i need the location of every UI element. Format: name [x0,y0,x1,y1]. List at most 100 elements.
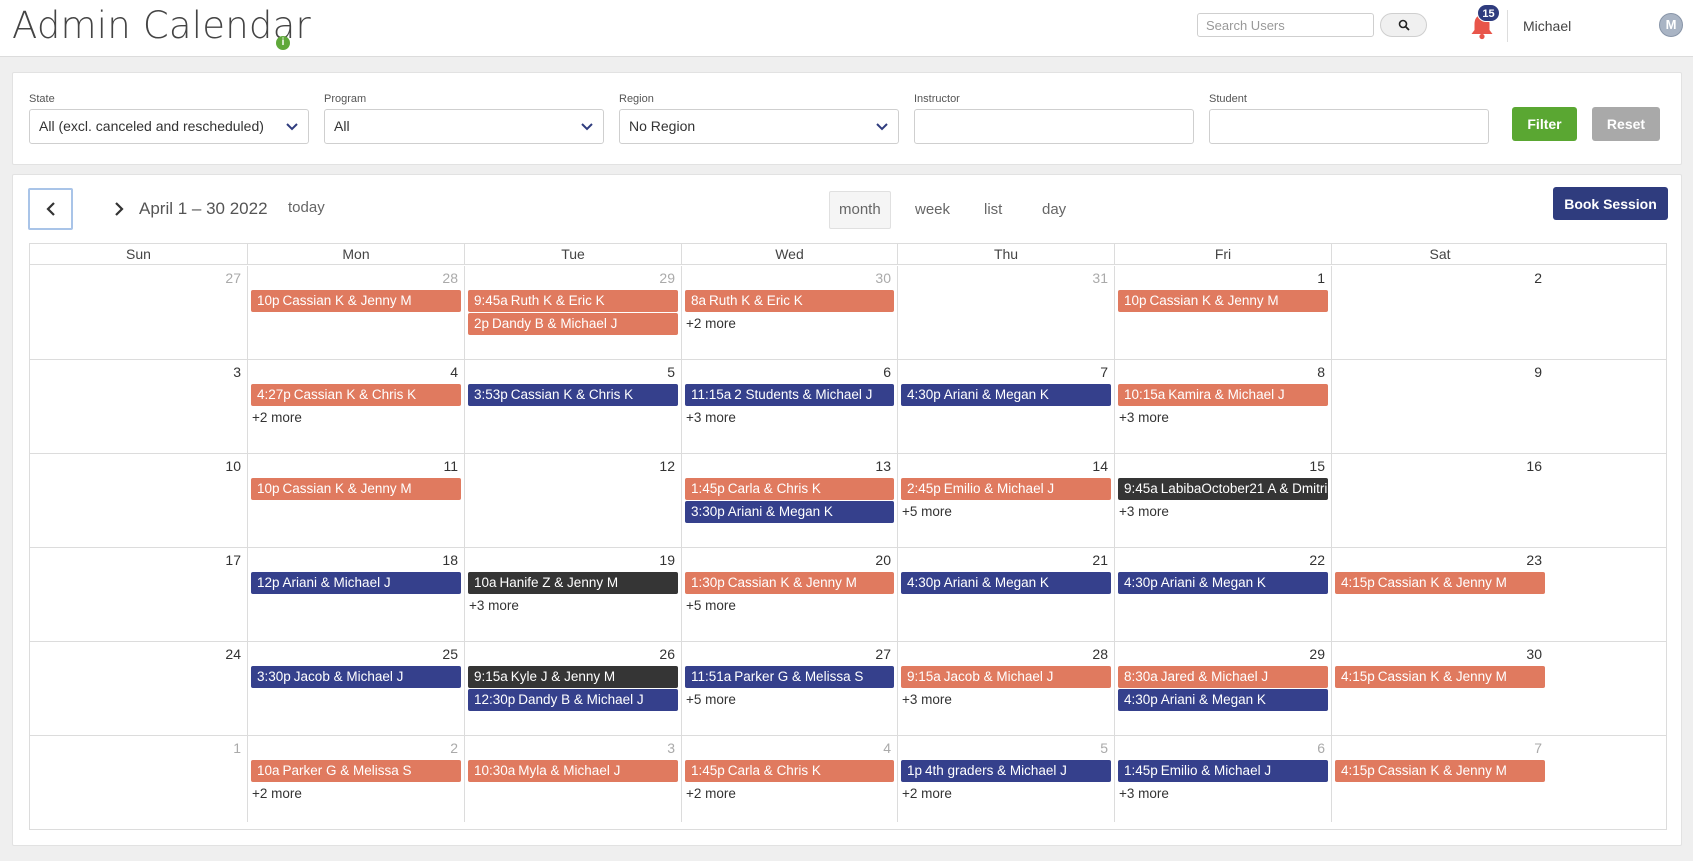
day-cell[interactable]: 14 2:45p Emilio & Michael J +5 more [897,454,1114,548]
more-events-link[interactable]: +5 more [902,504,952,519]
calendar-event[interactable]: 1p 4th graders & Michael J [901,760,1111,782]
day-cell[interactable]: 7 4:15p Cassian K & Jenny M [1331,736,1548,822]
region-select[interactable]: No Region [619,109,899,144]
calendar-event[interactable]: 1:45p Carla & Chris K [685,478,894,500]
calendar-event[interactable]: 4:15p Cassian K & Jenny M [1335,666,1545,688]
calendar-event[interactable]: 4:30p Ariani & Megan K [901,384,1111,406]
day-number[interactable]: 29 [659,270,675,286]
day-cell[interactable]: 2 10a Parker G & Melissa S +2 more [247,736,464,822]
day-number[interactable]: 20 [875,552,891,568]
search-users-input[interactable] [1197,13,1374,37]
day-number[interactable]: 27 [875,646,891,662]
day-cell[interactable]: 1 [30,736,247,822]
day-cell[interactable]: 29 8:30a Jared & Michael J 4:30p Ariani & Me… [1114,642,1331,736]
day-number[interactable]: 25 [442,646,458,662]
calendar-event[interactable]: 10p Cassian K & Jenny M [1118,290,1328,312]
day-number[interactable]: 3 [233,364,241,380]
calendar-event[interactable]: 10p Cassian K & Jenny M [251,478,461,500]
calendar-event[interactable]: 4:15p Cassian K & Jenny M [1335,760,1545,782]
calendar-event[interactable]: 2:45p Emilio & Michael J [901,478,1111,500]
more-events-link[interactable]: +3 more [686,410,736,425]
more-events-link[interactable]: +2 more [252,410,302,425]
view-month-button[interactable]: month [829,191,891,229]
day-cell[interactable]: 26 9:15a Kyle J & Jenny M 12:30p Dandy B & M… [464,642,681,736]
day-number[interactable]: 28 [442,270,458,286]
day-cell[interactable]: 25 3:30p Jacob & Michael J [247,642,464,736]
day-cell[interactable]: 8 10:15a Kamira & Michael J +3 more [1114,360,1331,454]
instructor-input[interactable] [914,109,1194,144]
day-number[interactable]: 7 [1534,740,1542,756]
day-cell[interactable]: 15 9:45a LabibaOctober21 A & Dmitri +3 more [1114,454,1331,548]
day-cell[interactable]: 3 [30,360,247,454]
calendar-event[interactable]: 10:15a Kamira & Michael J [1118,384,1328,406]
day-number[interactable]: 16 [1526,458,1542,474]
day-number[interactable]: 1 [233,740,241,756]
calendar-event[interactable]: 4:27p Cassian K & Chris K [251,384,461,406]
day-number[interactable]: 9 [1534,364,1542,380]
day-number[interactable]: 8 [1317,364,1325,380]
day-cell[interactable]: 28 9:15a Jacob & Michael J +3 more [897,642,1114,736]
calendar-event[interactable]: 8a Ruth K & Eric K [685,290,894,312]
day-cell[interactable]: 6 11:15a 2 Students & Michael J +3 more [681,360,897,454]
more-events-link[interactable]: +3 more [469,598,519,613]
day-number[interactable]: 10 [225,458,241,474]
info-icon[interactable]: i [276,36,290,50]
day-number[interactable]: 31 [1092,270,1108,286]
day-number[interactable]: 1 [1317,270,1325,286]
day-number[interactable]: 2 [450,740,458,756]
calendar-event[interactable]: 4:30p Ariani & Megan K [1118,572,1328,594]
book-session-button[interactable]: Book Session [1553,187,1668,220]
day-number[interactable]: 12 [659,458,675,474]
day-cell[interactable]: 29 9:45a Ruth K & Eric K 2p Dandy B & Michae… [464,266,681,360]
day-cell[interactable]: 4 4:27p Cassian K & Chris K +2 more [247,360,464,454]
view-day-button[interactable]: day [1042,201,1067,218]
day-number[interactable]: 22 [1309,552,1325,568]
day-cell[interactable]: 28 10p Cassian K & Jenny M [247,266,464,360]
today-button[interactable]: today [288,199,325,216]
calendar-event[interactable]: 3:30p Ariani & Megan K [685,501,894,523]
day-cell[interactable]: 10 [30,454,247,548]
day-number[interactable]: 14 [1092,458,1108,474]
day-number[interactable]: 5 [667,364,675,380]
day-cell[interactable]: 5 3:53p Cassian K & Chris K [464,360,681,454]
more-events-link[interactable]: +3 more [1119,504,1169,519]
user-name[interactable]: Michael [1523,18,1572,34]
more-events-link[interactable]: +3 more [902,692,952,707]
day-cell[interactable]: 3 10:30a Myla & Michael J [464,736,681,822]
day-number[interactable]: 26 [659,646,675,662]
prev-month-button[interactable] [28,188,73,230]
day-number[interactable]: 6 [1317,740,1325,756]
day-number[interactable]: 11 [443,458,458,474]
day-cell[interactable]: 22 4:30p Ariani & Megan K [1114,548,1331,642]
day-cell[interactable]: 17 [30,548,247,642]
calendar-event[interactable]: 11:15a 2 Students & Michael J [685,384,894,406]
day-number[interactable]: 17 [225,552,241,568]
calendar-event[interactable]: 4:15p Cassian K & Jenny M [1335,572,1545,594]
calendar-event[interactable]: 1:30p Cassian K & Jenny M [685,572,894,594]
calendar-event[interactable]: 9:45a LabibaOctober21 A & Dmitri [1118,478,1328,500]
calendar-event[interactable]: 10p Cassian K & Jenny M [251,290,461,312]
day-number[interactable]: 19 [659,552,675,568]
calendar-event[interactable]: 10a Hanife Z & Jenny M [468,572,678,594]
calendar-event[interactable]: 9:15a Jacob & Michael J [901,666,1111,688]
day-cell[interactable]: 30 4:15p Cassian K & Jenny M [1331,642,1548,736]
calendar-event[interactable]: 1:45p Emilio & Michael J [1118,760,1328,782]
day-number[interactable]: 15 [1309,458,1325,474]
more-events-link[interactable]: +2 more [686,316,736,331]
day-cell[interactable]: 9 [1331,360,1548,454]
more-events-link[interactable]: +3 more [1119,410,1169,425]
day-cell[interactable]: 21 4:30p Ariani & Megan K [897,548,1114,642]
day-cell[interactable]: 6 1:45p Emilio & Michael J +3 more [1114,736,1331,822]
search-button[interactable] [1380,13,1427,37]
more-events-link[interactable]: +3 more [1119,786,1169,801]
day-number[interactable]: 30 [875,270,891,286]
day-number[interactable]: 29 [1309,646,1325,662]
state-select[interactable]: All (excl. canceled and rescheduled) [29,109,309,144]
day-number[interactable]: 2 [1534,270,1542,286]
calendar-event[interactable]: 9:15a Kyle J & Jenny M [468,666,678,688]
day-cell[interactable]: 1 10p Cassian K & Jenny M [1114,266,1331,360]
view-list-button[interactable]: list [984,201,1003,218]
day-number[interactable]: 28 [1092,646,1108,662]
calendar-event[interactable]: 12:30p Dandy B & Michael J [468,689,678,711]
day-number[interactable]: 24 [225,646,241,662]
